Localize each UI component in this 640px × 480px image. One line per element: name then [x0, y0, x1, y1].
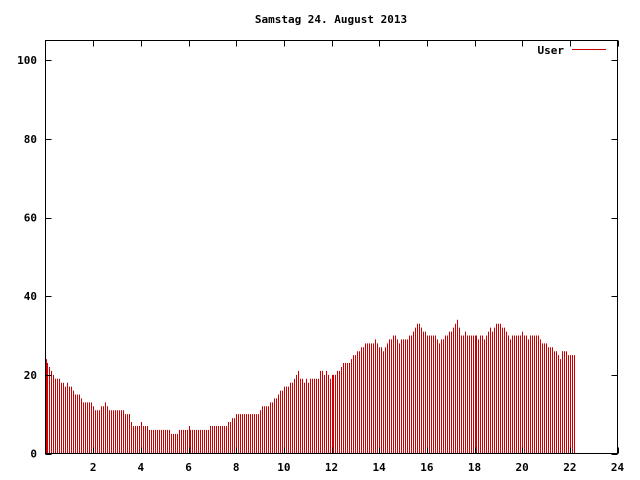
- legend: User: [538, 44, 606, 57]
- x-tick-label: 24: [611, 461, 625, 474]
- axis-ticks: [45, 40, 619, 455]
- y-axis-tick-labels: 0 20 40 60 80 100: [17, 54, 37, 460]
- y-tick-label: 60: [24, 212, 37, 225]
- x-tick-label: 22: [563, 461, 576, 474]
- x-tick-label: 6: [185, 461, 192, 474]
- x-tick-label: 4: [138, 461, 145, 474]
- y-tick-label: 40: [24, 290, 37, 303]
- x-tick-label: 12: [325, 461, 338, 474]
- x-tick-label: 2: [90, 461, 97, 474]
- plot-frame: [45, 40, 618, 454]
- legend-label: User: [538, 44, 565, 57]
- x-tick-label: 20: [516, 461, 529, 474]
- bar-series: [46, 319, 575, 454]
- y-tick-label: 100: [17, 54, 37, 67]
- x-tick-label: 14: [373, 461, 387, 474]
- x-tick-label: 18: [468, 461, 481, 474]
- x-tick-label: 10: [277, 461, 290, 474]
- x-tick-label: 8: [233, 461, 240, 474]
- chart-title: Samstag 24. August 2013: [255, 13, 407, 26]
- y-tick-label: 20: [24, 369, 37, 382]
- x-axis-tick-labels: 2 4 6 8 10 12 14 16 18 20 22 24: [90, 461, 625, 474]
- y-tick-label: 0: [30, 448, 37, 461]
- y-tick-label: 80: [24, 133, 37, 146]
- x-tick-label: 16: [420, 461, 434, 474]
